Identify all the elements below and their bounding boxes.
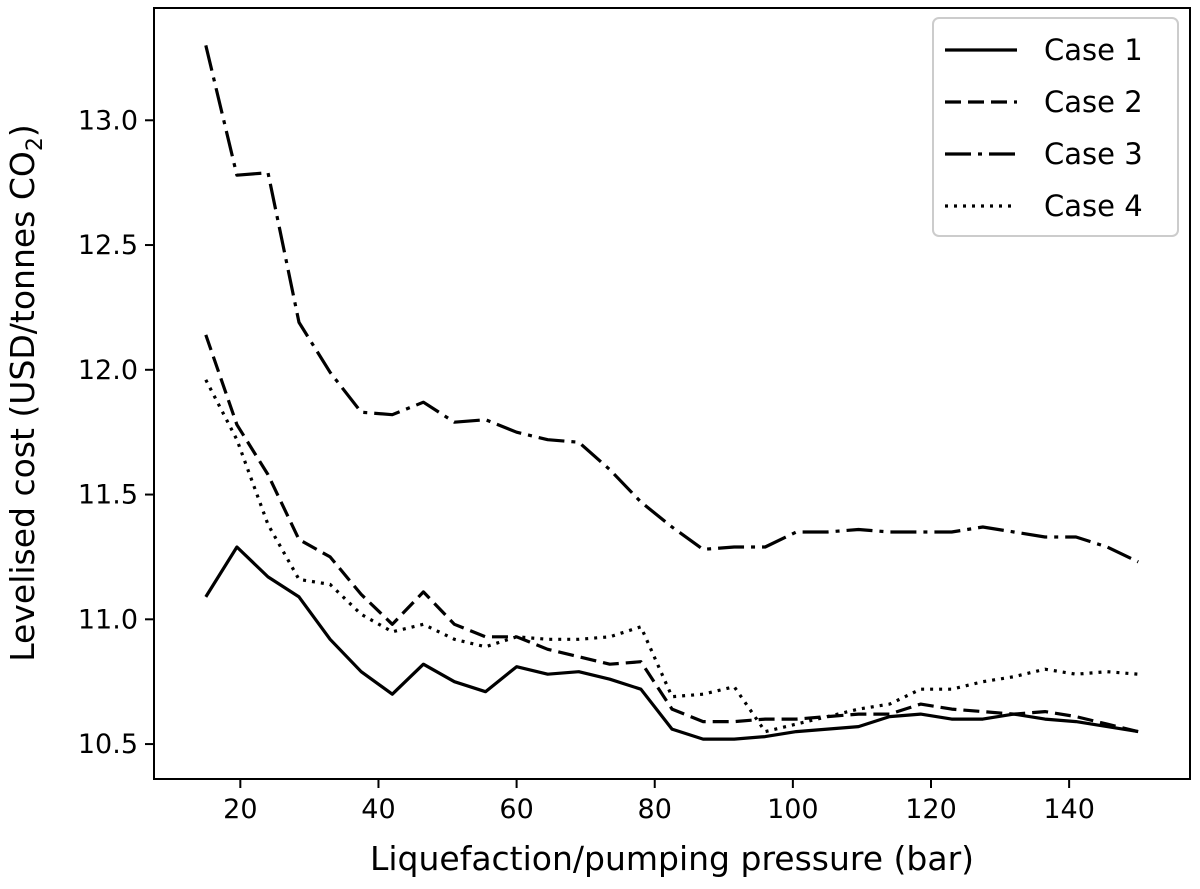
- x-tick-label: 140: [1043, 794, 1095, 825]
- plot-frame: [153, 7, 1191, 780]
- legend-box: [932, 17, 1179, 237]
- x-axis: 20 40 60 80 100 120 140: [223, 779, 1095, 825]
- series-line-case-4: [204, 379, 1139, 734]
- y-tick-label: 11.5: [78, 480, 138, 511]
- y-tick-label: 12.0: [78, 355, 138, 386]
- x-tick-label: 40: [361, 794, 395, 825]
- legend: Case 1 Case 2 Case 3 Case 4: [932, 17, 1179, 237]
- series-line-case-1: [204, 545, 1139, 741]
- series-line-case-3: [204, 45, 1139, 564]
- x-axis-label: Liquefaction/pumping pressure (bar): [370, 839, 974, 878]
- y-axis-label: Levelised cost (USD/tonnes CO2): [3, 124, 48, 662]
- legend-label: Case 1: [1044, 33, 1143, 67]
- x-tick-label: 120: [905, 794, 957, 825]
- y-tick-label: 13.0: [78, 105, 138, 136]
- y-axis-label-end: ): [3, 124, 42, 137]
- legend-label: Case 2: [1044, 85, 1143, 119]
- series-line-case-2: [204, 334, 1139, 734]
- y-tick-label: 10.5: [78, 729, 138, 760]
- y-axis-label-subscript: 2: [23, 137, 48, 151]
- y-axis-label-main: Levelised cost (USD/tonnes CO: [3, 151, 42, 662]
- plot-lines: [204, 45, 1139, 741]
- x-tick-label: 100: [767, 794, 819, 825]
- y-axis: 10.5 11.0 11.5 12.0 12.5 13.0: [78, 105, 154, 760]
- y-tick-label: 11.0: [78, 604, 138, 635]
- x-tick-label: 60: [499, 794, 533, 825]
- y-tick-label: 12.5: [78, 230, 138, 261]
- legend-label: Case 3: [1044, 137, 1143, 171]
- legend-label: Case 4: [1044, 189, 1143, 223]
- x-tick-label: 80: [638, 794, 672, 825]
- x-tick-label: 20: [223, 794, 257, 825]
